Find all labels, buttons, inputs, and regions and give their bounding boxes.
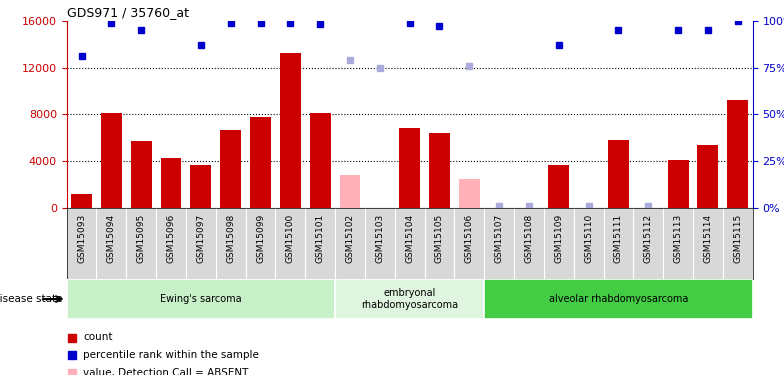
Text: GSM15096: GSM15096	[166, 214, 176, 263]
Text: GDS971 / 35760_at: GDS971 / 35760_at	[67, 6, 189, 20]
Text: percentile rank within the sample: percentile rank within the sample	[83, 350, 259, 360]
Text: GSM15101: GSM15101	[316, 214, 325, 263]
Text: GSM15104: GSM15104	[405, 214, 414, 263]
Text: GSM15100: GSM15100	[286, 214, 295, 263]
Text: Ewing's sarcoma: Ewing's sarcoma	[160, 294, 241, 304]
Text: GSM15098: GSM15098	[226, 214, 235, 263]
Bar	[161, 158, 181, 208]
Text: GSM15095: GSM15095	[136, 214, 146, 263]
Text: count: count	[83, 333, 113, 342]
Bar	[399, 128, 420, 208]
Bar	[335, 279, 485, 319]
Text: alveolar rhabdomyosarcoma: alveolar rhabdomyosarcoma	[549, 294, 688, 304]
Bar	[429, 133, 450, 208]
Bar	[310, 113, 331, 208]
Bar	[728, 100, 748, 208]
Text: GSM15108: GSM15108	[524, 214, 533, 263]
Bar	[191, 165, 212, 208]
Bar	[459, 179, 480, 208]
Text: value, Detection Call = ABSENT: value, Detection Call = ABSENT	[83, 368, 249, 375]
Text: GSM15102: GSM15102	[346, 214, 354, 263]
Text: GSM15094: GSM15094	[107, 214, 116, 263]
Text: GSM15099: GSM15099	[256, 214, 265, 263]
Bar	[698, 145, 718, 208]
Text: GSM15109: GSM15109	[554, 214, 563, 263]
Text: disease state: disease state	[0, 294, 63, 304]
Text: GSM15093: GSM15093	[77, 214, 86, 263]
Text: embryonal
rhabdomyosarcoma: embryonal rhabdomyosarcoma	[361, 288, 458, 310]
Text: GSM15106: GSM15106	[465, 214, 474, 263]
Bar	[339, 176, 361, 208]
Bar	[250, 117, 271, 208]
Bar	[485, 279, 753, 319]
Bar	[71, 194, 92, 208]
Bar	[548, 165, 569, 208]
Text: GSM15110: GSM15110	[584, 214, 593, 263]
Text: GSM15097: GSM15097	[196, 214, 205, 263]
Text: GSM15107: GSM15107	[495, 214, 503, 263]
Text: GSM15115: GSM15115	[733, 214, 742, 263]
Bar	[67, 279, 335, 319]
Text: GSM15103: GSM15103	[376, 214, 384, 263]
Bar	[131, 141, 151, 208]
Bar	[608, 140, 629, 208]
Text: GSM15105: GSM15105	[435, 214, 444, 263]
Bar	[280, 54, 301, 208]
Text: GSM15114: GSM15114	[703, 214, 713, 263]
Text: GSM15111: GSM15111	[614, 214, 623, 263]
Bar	[668, 160, 688, 208]
Bar	[220, 130, 241, 208]
Text: GSM15112: GSM15112	[644, 214, 653, 263]
Text: GSM15113: GSM15113	[673, 214, 683, 263]
Bar	[101, 113, 122, 208]
